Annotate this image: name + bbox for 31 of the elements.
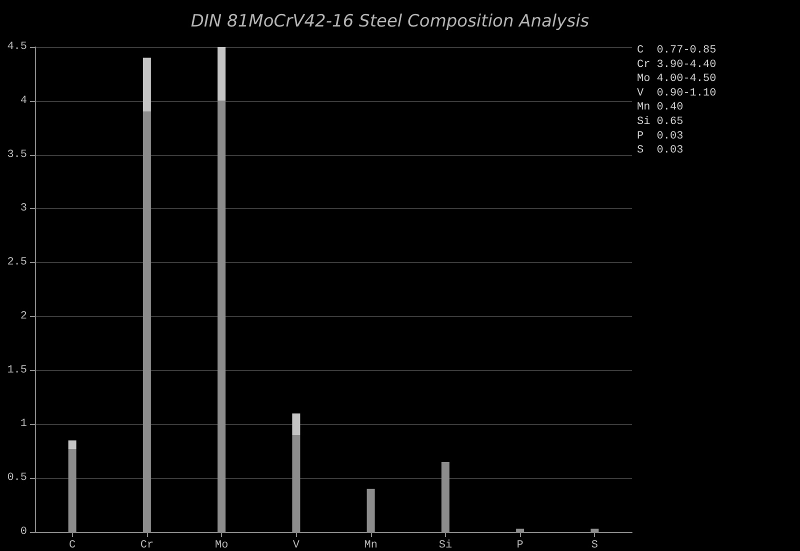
y-tick-label: 3.5 (7, 148, 27, 161)
text: Cr 3.90-4.40 (637, 58, 716, 71)
text: Mo 4.00-4.50 (637, 73, 716, 86)
text: V 0.90-1.10 (637, 87, 716, 100)
text: Mn 0.40 (637, 102, 684, 114)
x-tick-label: V (292, 540, 300, 551)
x-tick-label: Si (438, 540, 452, 551)
x-tick-label: Mn (364, 540, 378, 551)
bar (68, 440, 76, 450)
bar (218, 47, 226, 101)
bar (142, 58, 151, 112)
chart-title: DIN 81MoCrV42-16 Steel Composition Analysis (190, 12, 590, 32)
y-tick-label: 0 (20, 526, 27, 538)
y-tick-label: 4 (20, 94, 28, 107)
text: C 0.77-0.85 (637, 44, 716, 56)
x-tick-label: Cr (140, 540, 154, 551)
bar (292, 413, 300, 435)
y-tick-label: 2.5 (7, 256, 27, 269)
y-tick-label: 1 (20, 418, 28, 430)
y-tick-label: 1.5 (7, 364, 27, 376)
x-tick-label: S (591, 540, 598, 551)
text: Si 0.65 (637, 116, 684, 128)
text: S 0.03 (637, 144, 684, 157)
x-tick-label: Mo (214, 540, 228, 551)
x-tick-label: C (69, 540, 76, 551)
x-tick-label: P (516, 540, 524, 551)
y-tick-label: 4.5 (7, 41, 27, 53)
y-tick-label: 3 (20, 202, 27, 215)
y-tick-label: 0.5 (7, 472, 27, 484)
text: P 0.03 (637, 130, 684, 142)
y-tick-label: 2 (20, 310, 27, 322)
